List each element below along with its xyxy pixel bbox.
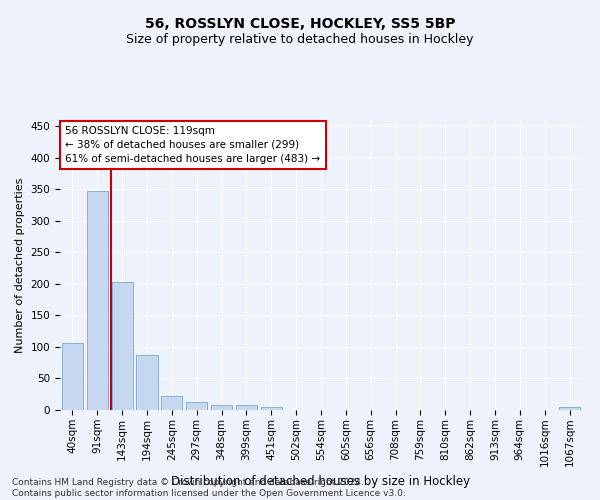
Bar (261, 407, 282, 410)
Text: 56, ROSSLYN CLOSE, HOCKLEY, SS5 5BP: 56, ROSSLYN CLOSE, HOCKLEY, SS5 5BP (145, 18, 455, 32)
Bar (112, 282, 133, 410)
Bar (236, 405, 257, 410)
Bar (211, 405, 232, 410)
X-axis label: Distribution of detached houses by size in Hockley: Distribution of detached houses by size … (172, 474, 470, 488)
Bar (559, 408, 580, 410)
Text: Size of property relative to detached houses in Hockley: Size of property relative to detached ho… (126, 32, 474, 46)
Text: 56 ROSSLYN CLOSE: 119sqm
← 38% of detached houses are smaller (299)
61% of semi-: 56 ROSSLYN CLOSE: 119sqm ← 38% of detach… (65, 126, 320, 164)
Y-axis label: Number of detached properties: Number of detached properties (15, 178, 25, 352)
Text: Contains HM Land Registry data © Crown copyright and database right 2024.
Contai: Contains HM Land Registry data © Crown c… (12, 478, 406, 498)
Bar (87, 190, 108, 410)
Bar (186, 402, 207, 410)
Bar (136, 354, 158, 410)
Bar (161, 396, 182, 410)
Bar (62, 342, 83, 410)
